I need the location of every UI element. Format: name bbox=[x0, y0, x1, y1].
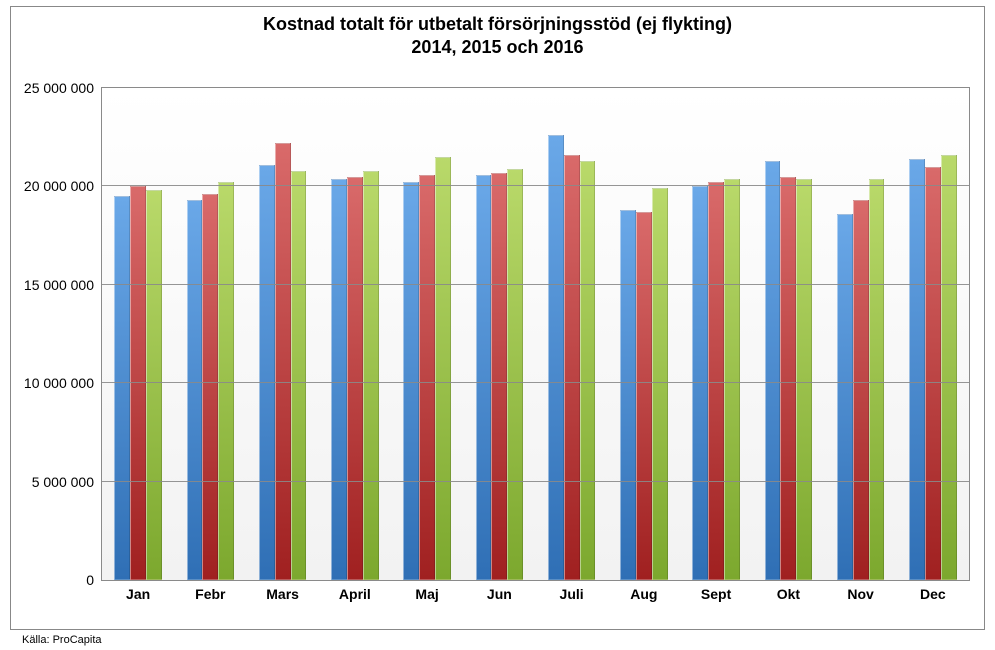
bar-2016-Mars bbox=[291, 171, 307, 580]
chart-source-label: Källa: ProCapita bbox=[22, 634, 102, 646]
xtick-label: Mars bbox=[266, 580, 299, 602]
bar-2015-Febr bbox=[202, 194, 218, 580]
category-Juli: Juli bbox=[536, 88, 608, 580]
gridline bbox=[102, 481, 969, 482]
category-Maj: Maj bbox=[391, 88, 463, 580]
bar-2016-Maj bbox=[435, 157, 451, 580]
category-Mars: Mars bbox=[246, 88, 318, 580]
xtick-label: Sept bbox=[701, 580, 731, 602]
bar-2014-Juli bbox=[548, 135, 564, 580]
ytick-label: 0 bbox=[86, 572, 102, 588]
xtick-label: Nov bbox=[847, 580, 873, 602]
bar-2016-Dec bbox=[941, 155, 957, 580]
ytick-label: 10 000 000 bbox=[24, 375, 102, 391]
gridline bbox=[102, 382, 969, 383]
bar-2016-Nov bbox=[869, 179, 885, 580]
bar-2016-Juli bbox=[580, 161, 596, 580]
bar-2016-Jan bbox=[146, 190, 162, 580]
gridline bbox=[102, 185, 969, 186]
category-Febr: Febr bbox=[174, 88, 246, 580]
category-Jun: Jun bbox=[463, 88, 535, 580]
bar-2015-Jun bbox=[491, 173, 507, 580]
category-Nov: Nov bbox=[825, 88, 897, 580]
bar-2014-Jan bbox=[114, 196, 130, 580]
bar-2015-Aug bbox=[636, 212, 652, 580]
bar-2014-Nov bbox=[837, 214, 853, 580]
xtick-label: Jun bbox=[487, 580, 512, 602]
category-Jan: Jan bbox=[102, 88, 174, 580]
xtick-label: Febr bbox=[195, 580, 225, 602]
xtick-label: Jan bbox=[126, 580, 150, 602]
ytick-label: 25 000 000 bbox=[24, 80, 102, 96]
category-Sept: Sept bbox=[680, 88, 752, 580]
bar-2015-Juli bbox=[564, 155, 580, 580]
bar-2015-Dec bbox=[925, 167, 941, 580]
bar-2014-Sept bbox=[692, 186, 708, 580]
bar-2015-Nov bbox=[853, 200, 869, 580]
xtick-label: Juli bbox=[560, 580, 584, 602]
bar-2015-Okt bbox=[780, 177, 796, 580]
bar-2016-April bbox=[363, 171, 379, 580]
chart-frame: Kostnad totalt för utbetalt försörjnings… bbox=[10, 6, 985, 630]
xtick-label: Dec bbox=[920, 580, 946, 602]
bar-2015-Jan bbox=[130, 186, 146, 580]
bar-2014-Febr bbox=[187, 200, 203, 580]
chart-plot-area: JanFebrMarsAprilMajJunJuliAugSeptOktNovD… bbox=[101, 87, 970, 581]
category-April: April bbox=[319, 88, 391, 580]
bar-2014-Okt bbox=[765, 161, 781, 580]
bar-2014-Mars bbox=[259, 165, 275, 580]
xtick-label: Maj bbox=[415, 580, 438, 602]
category-Aug: Aug bbox=[608, 88, 680, 580]
xtick-label: Aug bbox=[630, 580, 657, 602]
chart-title-line2: 2014, 2015 och 2016 bbox=[11, 36, 984, 59]
bars-layer: JanFebrMarsAprilMajJunJuliAugSeptOktNovD… bbox=[102, 88, 969, 580]
bar-2014-Jun bbox=[476, 175, 492, 580]
category-Okt: Okt bbox=[752, 88, 824, 580]
xtick-label: Okt bbox=[777, 580, 800, 602]
bar-2015-April bbox=[347, 177, 363, 580]
bar-2016-Aug bbox=[652, 188, 668, 580]
ytick-label: 5 000 000 bbox=[32, 474, 102, 490]
xtick-label: April bbox=[339, 580, 371, 602]
chart-title-line1: Kostnad totalt för utbetalt försörjnings… bbox=[11, 13, 984, 36]
bar-2015-Mars bbox=[275, 143, 291, 580]
ytick-label: 20 000 000 bbox=[24, 178, 102, 194]
category-Dec: Dec bbox=[897, 88, 969, 580]
bar-2016-Okt bbox=[796, 179, 812, 580]
chart-title: Kostnad totalt för utbetalt försörjnings… bbox=[11, 7, 984, 58]
bar-2014-April bbox=[331, 179, 347, 580]
bar-2015-Maj bbox=[419, 175, 435, 580]
bar-2016-Sept bbox=[724, 179, 740, 580]
bar-2014-Dec bbox=[909, 159, 925, 580]
bar-2016-Jun bbox=[507, 169, 523, 580]
gridline bbox=[102, 284, 969, 285]
ytick-label: 15 000 000 bbox=[24, 277, 102, 293]
bar-2014-Aug bbox=[620, 210, 636, 580]
